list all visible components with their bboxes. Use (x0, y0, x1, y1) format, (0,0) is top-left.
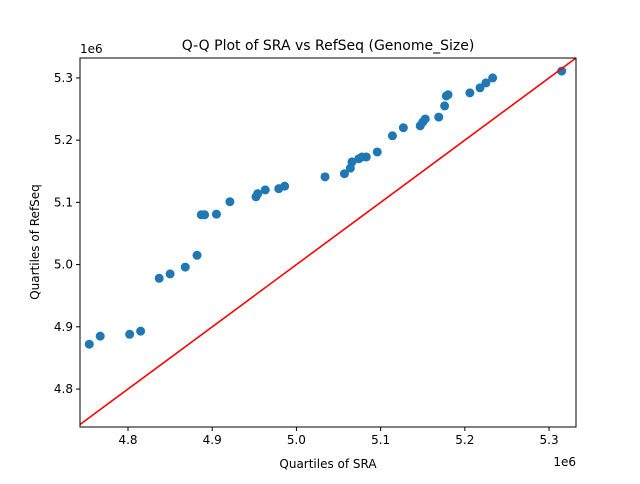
data-point (180, 262, 190, 272)
data-point (398, 123, 408, 133)
data-point (339, 169, 349, 179)
data-point (440, 101, 450, 111)
x-tick-label: 4.8 (118, 433, 137, 447)
y-axis-label: Quartiles of RefSeq (28, 184, 42, 300)
data-point (434, 112, 444, 122)
data-point (95, 331, 105, 341)
x-offset-label: 1e6 (553, 455, 576, 469)
data-point (557, 66, 567, 76)
x-tick-label: 5.2 (455, 433, 474, 447)
y-tick-label: 5.0 (54, 258, 73, 272)
data-point (420, 114, 430, 124)
data-point (280, 181, 290, 191)
data-point (192, 250, 202, 260)
data-point (488, 73, 498, 83)
data-point (465, 88, 475, 98)
y-tick-label: 5.2 (54, 133, 73, 147)
data-point (347, 157, 357, 167)
data-point (253, 189, 263, 199)
data-point (154, 273, 164, 283)
y-tick-label: 5.3 (54, 71, 73, 85)
data-point (372, 147, 382, 157)
chart-title: Q-Q Plot of SRA vs RefSeq (Genome_Size) (182, 38, 475, 54)
y-tick-label: 5.1 (54, 195, 73, 209)
data-point (136, 326, 146, 336)
data-point (200, 210, 210, 220)
x-axis-label: Quartiles of SRA (279, 457, 377, 471)
reference-line (79, 57, 577, 426)
data-point (443, 90, 453, 100)
data-point (361, 152, 371, 162)
x-tick-label: 5.3 (540, 433, 559, 447)
y-offset-label: 1e6 (80, 42, 103, 56)
y-tick-label: 4.8 (54, 382, 73, 396)
x-tick-label: 5.1 (371, 433, 390, 447)
x-tick-label: 5.0 (287, 433, 306, 447)
data-point (481, 78, 491, 88)
data-point (387, 131, 397, 141)
data-point (211, 209, 221, 219)
axes-frame (79, 57, 577, 428)
data-point (125, 329, 135, 339)
y-tick-label: 4.9 (54, 320, 73, 334)
data-point (260, 185, 270, 195)
data-point (225, 197, 235, 207)
data-point (320, 172, 330, 182)
data-point (475, 83, 485, 93)
x-tick-label: 4.9 (203, 433, 222, 447)
data-point (165, 269, 175, 279)
data-point (84, 339, 94, 349)
